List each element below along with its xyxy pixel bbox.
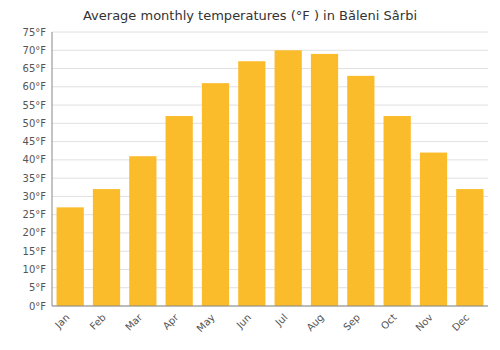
y-tick-label: 75°F [23, 27, 47, 38]
x-tick-label: Jan [52, 312, 71, 331]
x-tick-label: Dec [450, 312, 471, 333]
x-tick-label: Mar [123, 311, 145, 333]
bar [166, 116, 193, 306]
x-tick-label: Jun [234, 312, 254, 332]
bar [129, 156, 156, 306]
x-axis: Jan Feb Mar Apr May Jun Jul Aug Sep Oct Nov Dec [52, 32, 488, 334]
y-tick-label: 20°F [23, 227, 47, 238]
grid-line [52, 32, 488, 33]
bar [93, 189, 120, 306]
grid-line [52, 86, 488, 87]
y-tick-label: 30°F [23, 191, 47, 202]
x-tick-label: May [195, 312, 217, 334]
chart-container: Average monthly temperatures (°F ) in Bă… [0, 0, 500, 350]
y-tick-label: 70°F [23, 45, 47, 56]
x-axis-line [52, 306, 488, 307]
x-tick-label: Oct [379, 312, 399, 332]
grid-line [52, 123, 488, 124]
y-tick-label: 5°F [29, 282, 46, 293]
bar [202, 83, 229, 306]
x-tick-label: Sep [341, 312, 362, 333]
y-tick-label: 55°F [23, 100, 47, 111]
bar [57, 207, 84, 306]
x-tick-label: Feb [88, 312, 108, 332]
bar [420, 153, 447, 306]
bar [347, 76, 374, 306]
grid-line [52, 68, 488, 69]
y-tick-label: 35°F [23, 173, 47, 184]
y-tick-label: 45°F [23, 136, 47, 147]
y-axis-line [52, 32, 53, 306]
y-tick-label: 15°F [23, 246, 47, 257]
y-tick-label: 25°F [23, 209, 47, 220]
title: Average monthly temperatures (°F ) in Bă… [83, 8, 417, 23]
x-tick-label: Jul [273, 312, 290, 329]
bar [384, 116, 411, 306]
y-tick-label: 60°F [23, 81, 47, 92]
y-axis: 0°F 5°F 10°F 15°F 20°F 25°F 30°F 35°F 40°F 45°F 50… [23, 27, 47, 312]
y-tick-label: 65°F [23, 63, 47, 74]
grid-line [52, 141, 488, 142]
y-tick-label: 50°F [23, 118, 47, 129]
x-tick-label: Nov [413, 312, 435, 334]
chart-svg: Average monthly temperatures (°F ) in Bă… [0, 0, 500, 350]
y-tick-label: 40°F [23, 154, 47, 165]
bar [456, 189, 483, 306]
bar [311, 54, 338, 306]
grid [52, 32, 488, 306]
grid-line [52, 105, 488, 106]
grid-line [52, 50, 488, 51]
y-tick-label: 10°F [23, 264, 47, 275]
x-tick-label: Apr [161, 311, 182, 332]
grid-line [52, 306, 488, 307]
x-tick-label: Aug [304, 312, 326, 334]
bars [57, 50, 484, 306]
bar [238, 61, 265, 306]
bar [275, 50, 302, 306]
y-tick-label: 0°F [29, 301, 46, 312]
